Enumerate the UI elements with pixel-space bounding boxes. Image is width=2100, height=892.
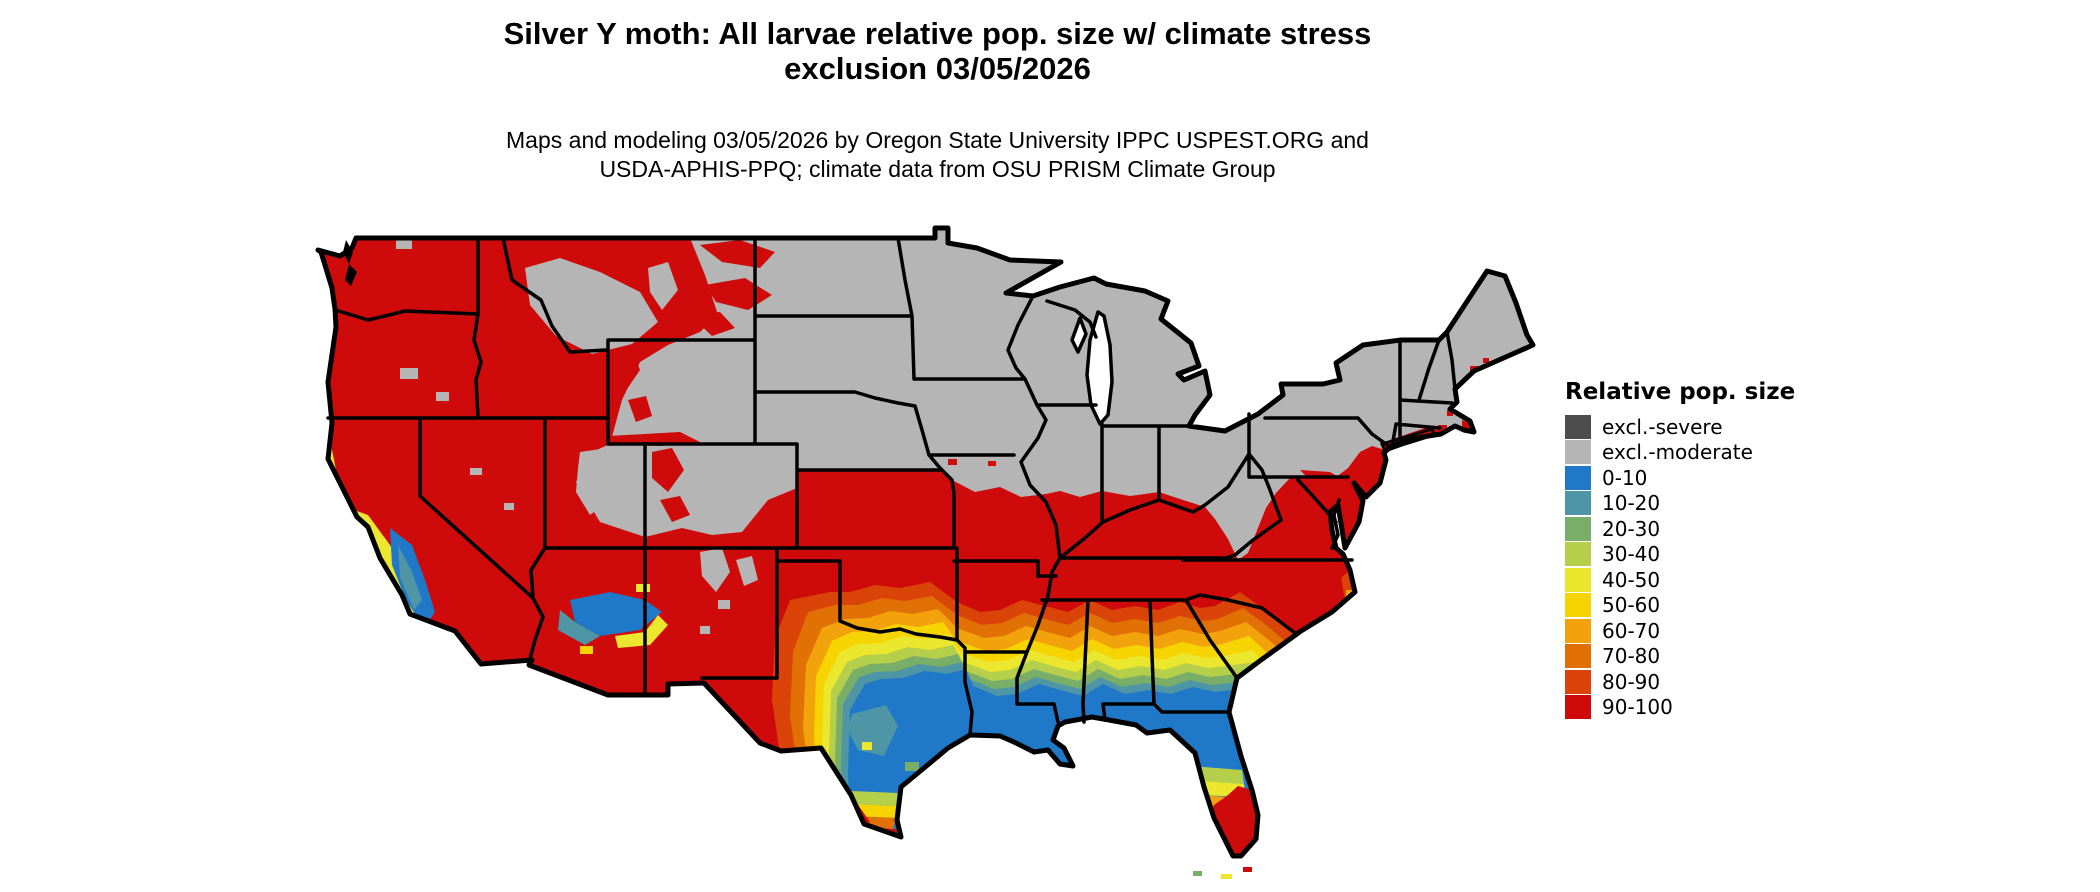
us-outline [315, 225, 1536, 859]
maine-coast-red2 [1483, 358, 1489, 363]
legend-item: excl.-severe [1565, 414, 1795, 440]
fl-red-tip [1208, 786, 1258, 856]
legend-item-label: 80-90 [1602, 669, 1661, 694]
ia-border-red1 [948, 459, 957, 465]
legend-item-label: 70-80 [1602, 644, 1661, 669]
ma-red-dot2 [1447, 410, 1453, 416]
tx-green-dot [905, 762, 919, 771]
legend-swatch [1565, 542, 1591, 567]
socal-green-dot [443, 648, 456, 657]
mt-red3 [690, 312, 735, 336]
florida-keys [1193, 867, 1252, 879]
state-borders [326, 236, 1457, 737]
legend-item-label: excl.-moderate [1602, 440, 1753, 465]
zone-0-10 [848, 669, 1340, 856]
or-gray-dot1 [400, 368, 418, 379]
or-gray-dot2 [436, 392, 449, 401]
az-blue-highlands [570, 592, 662, 636]
legend-item-label: 20-30 [1602, 516, 1661, 541]
map-title-line1: Silver Y moth: All larvae relative pop. … [503, 16, 1372, 51]
legend-item: excl.-moderate [1565, 440, 1795, 466]
legend-item-label: excl.-severe [1602, 414, 1723, 439]
ia-border-red2 [988, 461, 996, 466]
legend-item: 50-60 [1565, 593, 1795, 619]
tx-yellow-dot [862, 742, 872, 750]
legend-item-label: 30-40 [1602, 542, 1661, 567]
legend-swatch [1565, 465, 1591, 490]
az-yellow-fringe [615, 615, 668, 648]
nv-gray-dot1 [470, 468, 482, 475]
legend-item: 20-30 [1565, 516, 1795, 542]
legend-item: 80-90 [1565, 669, 1795, 695]
legend-swatch [1565, 695, 1591, 720]
nm-gray-dot1 [718, 600, 730, 609]
map-title-line2: exclusion 03/05/2026 [784, 51, 1091, 86]
legend-item: 60-70 [1565, 618, 1795, 644]
green-bay [1070, 316, 1088, 354]
lake-michigan [1085, 310, 1114, 426]
legend-swatch [1565, 618, 1591, 643]
legend-item: 30-40 [1565, 542, 1795, 568]
legend-swatch [1565, 491, 1591, 516]
legend-item-label: 90-100 [1602, 695, 1673, 720]
ca-coast-blue2 [380, 613, 390, 626]
montana-gray-streak [648, 262, 678, 310]
legend-title: Relative pop. size [1565, 379, 1796, 405]
wa-gray-dot [396, 240, 412, 249]
legend-item: 0-10 [1565, 465, 1795, 491]
legend-swatch [1565, 567, 1591, 592]
az-gold-dot [580, 646, 593, 654]
ri-red-dot [1438, 425, 1447, 432]
socal-orange-dot1 [428, 628, 439, 636]
fl-west-gold-dot [1203, 826, 1212, 834]
idaho-montana-gray [525, 258, 658, 354]
map-legend: Relative pop. size excl.-severe excl.-mo… [1565, 379, 1795, 720]
co-red2 [660, 496, 690, 522]
ca-coast-blue1 [366, 578, 376, 593]
legend-swatch [1565, 644, 1591, 669]
legend-item: 10-20 [1565, 491, 1795, 517]
legend-item-label: 60-70 [1602, 618, 1661, 643]
legend-swatch [1565, 414, 1591, 439]
legend-swatch [1565, 593, 1591, 618]
legend-swatch [1565, 516, 1591, 541]
co-red1 [652, 448, 684, 492]
nm-gray-dot2 [700, 626, 710, 634]
ca-sierra-teal [398, 545, 422, 610]
wy-red1 [612, 350, 640, 392]
legend-item-label: 0-10 [1602, 465, 1648, 490]
map-subtitle-line1: Maps and modeling 03/05/2026 by Oregon S… [506, 127, 1369, 153]
tx-teal-patch [848, 705, 898, 756]
nv-gray-dot2 [504, 503, 514, 510]
ca-coast-teal [396, 643, 408, 653]
az-yellow-dot [636, 584, 650, 592]
socal-orange-dot2 [450, 642, 460, 649]
nm-gray1 [700, 548, 730, 592]
map-subtitle: Maps and modeling 03/05/2026 by Oregon S… [0, 126, 1875, 184]
legend-swatch [1565, 669, 1591, 694]
map-title: Silver Y moth: All larvae relative pop. … [0, 16, 1875, 86]
legend-item-label: 50-60 [1602, 593, 1661, 618]
az-teal-fringe [558, 610, 600, 645]
legend-rows: excl.-severe excl.-moderate 0-10 10-20 2… [1565, 414, 1795, 720]
fl-west-orange-dot [1198, 840, 1206, 847]
legend-item-label: 10-20 [1602, 491, 1661, 516]
legend-item: 40-50 [1565, 567, 1795, 593]
legend-item: 90-100 [1565, 695, 1795, 721]
nm-gray2 [736, 556, 758, 586]
legend-item: 70-80 [1565, 644, 1795, 670]
wy-red2 [628, 396, 652, 422]
utah-gray-core [576, 448, 618, 515]
san-diego-teal [468, 666, 477, 673]
legend-swatch [1565, 440, 1591, 465]
legend-item-label: 40-50 [1602, 567, 1661, 592]
map-subtitle-line2: USDA-APHIS-PPQ; climate data from OSU PR… [599, 156, 1276, 182]
